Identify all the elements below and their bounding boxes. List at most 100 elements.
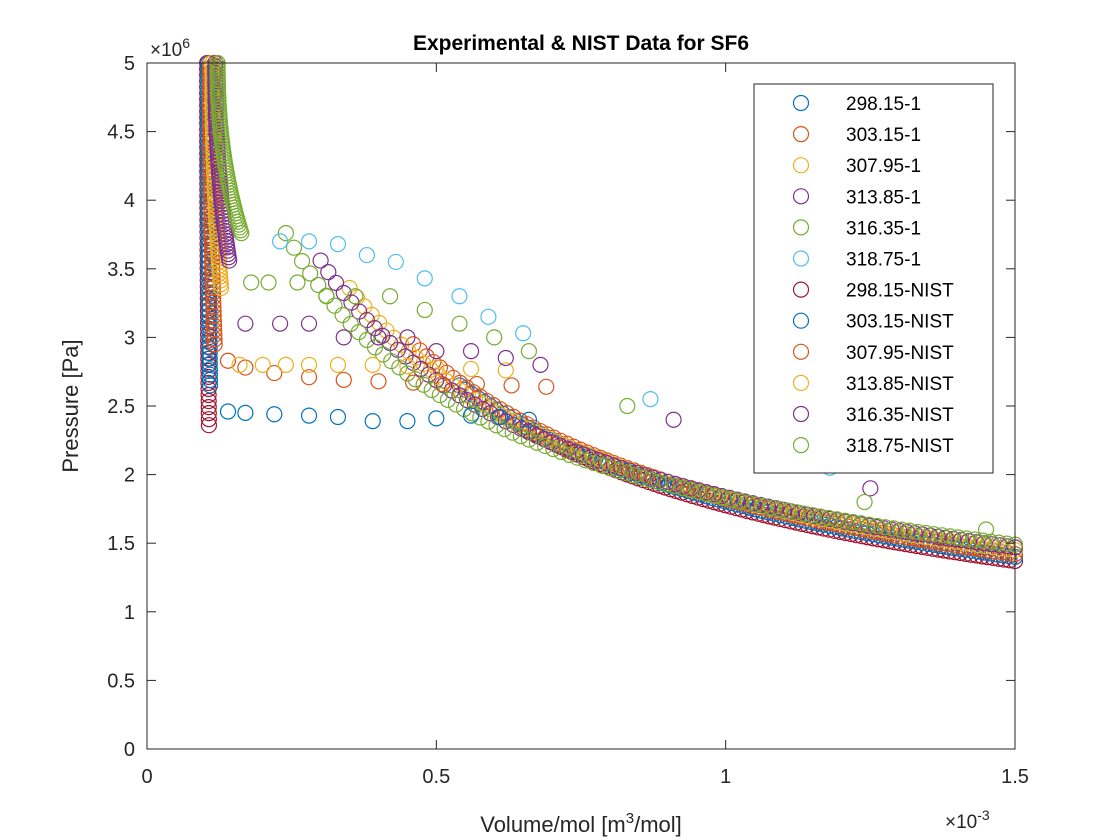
nist-point [537,437,554,455]
nist-point [901,522,918,539]
nist-point [804,507,821,524]
nist-point [601,460,619,477]
y-tick-label: 5 [124,53,135,75]
nist-point [590,452,607,469]
y-tick-label: 3.5 [107,259,135,281]
data-point [399,358,416,375]
nist-point [644,469,661,486]
legend-marker [792,219,810,236]
nist-point [200,405,217,422]
nist-point [201,350,218,367]
nist-point [780,502,797,519]
nist-point [666,478,683,495]
data-point [399,329,416,346]
data-point [497,362,514,379]
nist-point [829,512,846,529]
nist-point [974,532,991,549]
nist-point [755,497,772,515]
data-point [405,374,422,391]
legend-label: 318.75-NIST [846,436,954,457]
y-exponent-base: ×10 [150,40,182,61]
nist-point [836,512,853,529]
data-point [428,410,445,427]
data-point [416,301,433,319]
nist-point [201,371,219,389]
nist-point [200,411,217,428]
nist-point [844,513,862,531]
nist-point [407,371,424,388]
nist-point [326,297,343,314]
nist-point [512,428,529,445]
legend-entry: 318.75-NIST [792,436,954,457]
nist-point [205,303,222,320]
nist-point [206,331,223,348]
x-axis-label: Volume/mol [m3/mol] [480,810,682,837]
legend-marker [792,94,810,112]
y-axis-label: Pressure [Pa] [58,339,83,472]
legend-marker [792,405,810,423]
nist-point [621,462,638,479]
data-point [515,325,532,342]
legend-entry: 307.95-NIST [792,343,954,364]
nist-point [399,365,416,382]
y-tick-label: 2.5 [107,396,135,418]
series-303.15-1 [219,352,555,395]
data-point [370,373,387,390]
data-point [497,349,514,367]
data-point [335,329,352,346]
nist-point [658,475,675,493]
x-axis-label-superscript: 3 [626,810,634,827]
nist-point [925,526,943,543]
legend-marker [792,437,810,454]
legend-entry: 316.35-NIST [792,405,954,426]
nist-point [431,386,448,404]
nist-point [391,359,408,376]
nist-point [626,467,643,484]
nist-point [860,517,877,534]
legend-box [753,83,994,474]
nist-point [205,298,222,315]
nist-point [597,454,615,471]
nist-point [464,405,481,422]
nist-point [504,424,521,441]
y-tick-label: 1.5 [107,533,135,555]
nist-point [577,452,594,469]
nist-point [488,417,505,434]
nist-point [877,519,894,536]
nist-point [736,493,754,510]
nist-point [312,252,329,269]
nist-point [293,252,311,270]
data-point [300,356,318,373]
nist-point [528,427,545,444]
nist-point [374,346,392,363]
legend-label: 298.15-1 [846,94,921,115]
nist-point [826,515,843,533]
data-point [358,246,375,264]
x-axis-label-suffix: /mol] [634,812,682,837]
y-tick-label: 0 [124,739,135,761]
data-point [329,356,347,373]
nist-point [642,471,659,488]
data-point [300,407,318,424]
data-point [665,411,682,428]
data-point [237,404,254,421]
legend-label: 318.75-1 [846,250,921,271]
y-exponent-power: 6 [182,35,190,51]
nist-point [796,505,813,522]
data-point [462,343,480,360]
legend-marker [792,374,810,391]
nist-point [861,516,878,533]
x-axis-ticks: 0 0.5 1 1.5 [141,63,1029,788]
nist-point [201,355,218,373]
data-point [254,356,271,373]
data-point [277,356,294,373]
data-point [856,493,873,511]
nist-point [205,308,222,325]
x-tick-label: 1.5 [1001,766,1029,788]
data-point [300,315,318,332]
legend-entry: 313.85-NIST [792,374,954,395]
data-point [243,274,260,291]
nist-point [868,518,885,536]
y-tick-label: 2 [124,465,135,487]
data-point [318,288,335,305]
